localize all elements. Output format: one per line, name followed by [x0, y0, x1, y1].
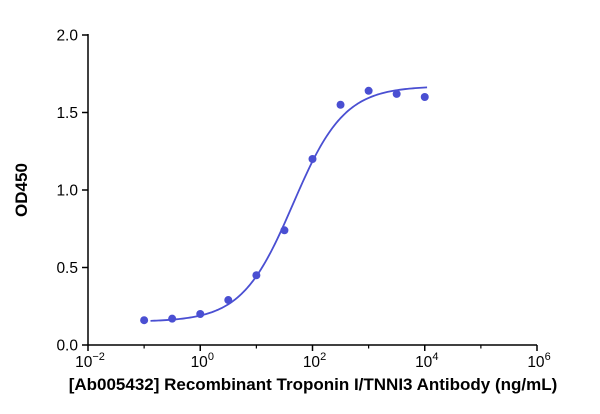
data-point — [364, 86, 373, 95]
x-tick-label: 102 — [303, 351, 326, 371]
y-tick-label: 1.5 — [56, 105, 78, 122]
data-point — [224, 296, 233, 305]
data-point — [336, 100, 345, 109]
data-point — [252, 271, 261, 280]
x-tick-label: 100 — [191, 351, 214, 371]
y-tick-label: 0.5 — [56, 260, 78, 277]
fit-curve — [150, 86, 428, 322]
x-tick-label: 10−2 — [75, 351, 105, 371]
y-tick-label: 2.0 — [56, 28, 78, 45]
data-point — [392, 89, 401, 98]
x-tick-label: 106 — [527, 351, 550, 371]
y-tick-label: 0.0 — [56, 338, 78, 355]
data-point — [420, 93, 429, 101]
plot-area: 0.0 0.5 1.0 1.5 2.0 10−2 100 102 104 106 — [56, 28, 550, 372]
data-point — [308, 155, 317, 163]
data-point — [280, 226, 289, 235]
x-tick-label: 104 — [415, 351, 438, 371]
data-point — [140, 316, 149, 325]
x-axis-label: [Ab005432] Recombinant Troponin I/TNNI3 … — [69, 375, 558, 394]
y-axis-label: OD450 — [12, 163, 31, 217]
data-point — [196, 310, 205, 318]
data-point — [168, 314, 177, 323]
y-tick-label: 1.0 — [56, 183, 78, 200]
